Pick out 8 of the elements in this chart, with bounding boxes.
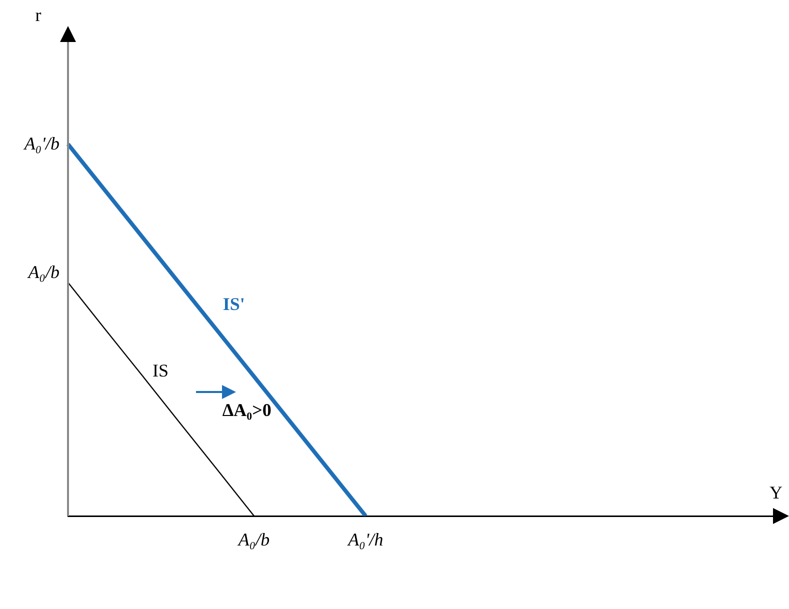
x-axis-title: Y [770,482,782,503]
annotation: ΔA₀>0 [222,400,272,420]
series-label: IS' [222,294,245,314]
text: A₀/b [27,262,60,282]
series-label: IS [152,360,169,380]
text: r [35,4,42,25]
text: A₀'/b [23,133,60,154]
x-tick-label: A₀'/h [347,530,384,550]
